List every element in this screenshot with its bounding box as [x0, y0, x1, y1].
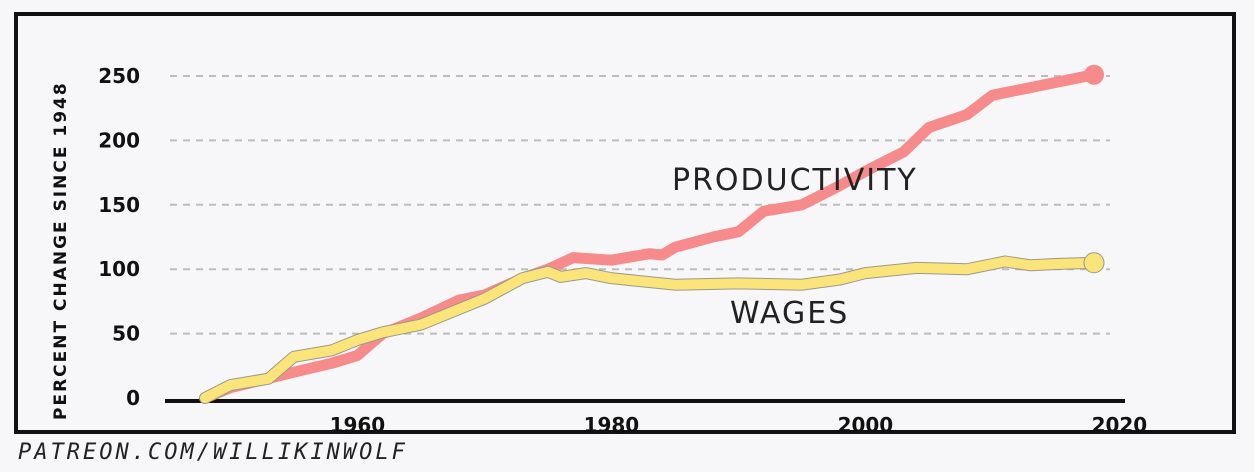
annotation-productivity: PRODUCTIVITY [672, 163, 918, 198]
y-tick-label: 50 [112, 322, 140, 346]
x-tick-label: 2020 [1092, 413, 1148, 437]
productivity-endpoint [1084, 64, 1104, 85]
y-tick-label: 200 [98, 128, 140, 152]
x-tick-label: 1960 [330, 413, 386, 437]
annotation-wages: WAGES [730, 296, 849, 331]
y-tick-label: 250 [98, 64, 140, 88]
wages-endpoint [1083, 252, 1105, 274]
wages-line [200, 256, 1099, 403]
y-tick-label: 100 [98, 257, 140, 281]
y-tick-label: 150 [98, 193, 140, 217]
y-tick-label: 0 [126, 386, 140, 410]
y-axis-label: PERCENT CHANGE SINCE 1948 [51, 81, 71, 420]
footer-credit: PATREON.COM/WILLIKINWOLF [18, 440, 408, 465]
x-tick-label: 1980 [584, 413, 640, 437]
x-tick-label: 2000 [838, 413, 894, 437]
